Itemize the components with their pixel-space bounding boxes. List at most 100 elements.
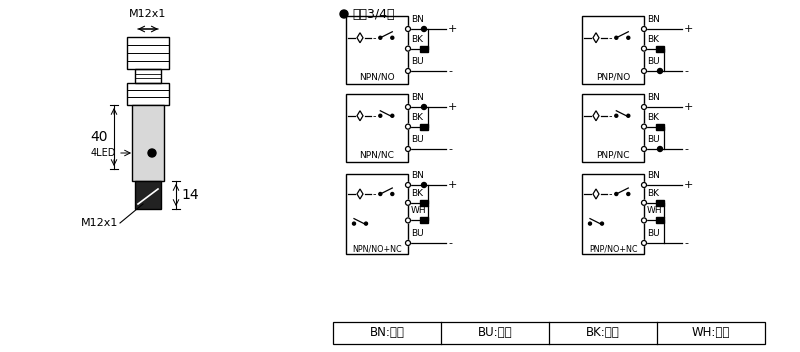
Bar (135, 181, 161, 209)
Bar (135, 69, 161, 83)
Circle shape (379, 114, 382, 117)
Circle shape (642, 69, 646, 74)
Circle shape (406, 218, 410, 223)
Bar (656, 46, 664, 52)
Circle shape (627, 114, 630, 117)
Circle shape (642, 200, 646, 205)
Circle shape (406, 146, 410, 151)
Bar (582, 94, 644, 162)
Text: -: - (609, 111, 613, 121)
Circle shape (642, 124, 646, 129)
Circle shape (390, 114, 394, 117)
Circle shape (340, 10, 348, 18)
Circle shape (642, 218, 646, 223)
Circle shape (406, 200, 410, 205)
Circle shape (642, 105, 646, 109)
Bar (333, 322, 765, 344)
Text: BK: BK (647, 113, 659, 122)
Circle shape (658, 69, 662, 74)
Circle shape (614, 193, 618, 195)
Text: NPN/NO+NC: NPN/NO+NC (352, 245, 402, 253)
Bar (127, 37, 169, 69)
Text: BU: BU (647, 135, 660, 144)
Circle shape (422, 26, 426, 31)
Text: -: - (373, 111, 377, 121)
Text: 14: 14 (181, 188, 198, 202)
Circle shape (406, 46, 410, 51)
Bar (346, 174, 408, 254)
Circle shape (627, 36, 630, 39)
Text: -: - (448, 66, 452, 76)
Text: +: + (448, 102, 458, 112)
Circle shape (406, 69, 410, 74)
Text: BK:黑色: BK:黑色 (586, 327, 620, 339)
Text: 40: 40 (90, 130, 108, 144)
Circle shape (406, 240, 410, 245)
Text: -: - (684, 238, 688, 248)
Circle shape (379, 36, 382, 39)
Circle shape (614, 36, 618, 39)
Text: BN:棕色: BN:棕色 (370, 327, 405, 339)
Circle shape (627, 193, 630, 195)
Text: BK: BK (411, 34, 423, 44)
Bar (656, 124, 664, 130)
Text: +: + (448, 24, 458, 34)
Bar (420, 218, 428, 224)
Text: BK: BK (647, 189, 659, 198)
Circle shape (406, 124, 410, 129)
Circle shape (422, 105, 426, 109)
Text: BU: BU (411, 57, 424, 66)
Text: +: + (684, 180, 694, 190)
Circle shape (379, 193, 382, 195)
Circle shape (642, 240, 646, 245)
Text: -: - (609, 33, 613, 43)
Text: BN: BN (411, 15, 424, 24)
Bar (346, 16, 408, 84)
Text: BN: BN (411, 171, 424, 180)
Text: NPN/NO: NPN/NO (359, 73, 395, 82)
Bar (420, 200, 428, 206)
Text: 4LED: 4LED (90, 148, 116, 158)
Text: PNP/NO+NC: PNP/NO+NC (589, 245, 638, 253)
Text: WH: WH (411, 206, 426, 215)
Circle shape (353, 222, 355, 225)
Circle shape (406, 105, 410, 109)
Circle shape (601, 222, 603, 225)
Text: BU: BU (411, 135, 424, 144)
Text: M12x1: M12x1 (81, 218, 118, 228)
Bar (656, 200, 664, 206)
Bar (132, 105, 164, 181)
Text: WH:白色: WH:白色 (692, 327, 730, 339)
Circle shape (614, 114, 618, 117)
Circle shape (390, 36, 394, 39)
Bar (346, 94, 408, 162)
Bar (420, 46, 428, 52)
Circle shape (658, 218, 662, 223)
Circle shape (642, 26, 646, 31)
Circle shape (658, 146, 662, 151)
Bar (420, 124, 428, 130)
Bar (127, 83, 169, 105)
Text: BN: BN (411, 93, 424, 102)
Circle shape (642, 182, 646, 188)
Text: +: + (448, 180, 458, 190)
Circle shape (406, 182, 410, 188)
Text: BN: BN (647, 93, 660, 102)
Circle shape (390, 193, 394, 195)
Text: -: - (609, 189, 613, 199)
Text: BU: BU (647, 57, 660, 66)
Circle shape (406, 26, 410, 31)
Text: -: - (448, 238, 452, 248)
Bar (582, 16, 644, 84)
Text: PNP/NC: PNP/NC (596, 151, 630, 159)
Text: BK: BK (647, 34, 659, 44)
Circle shape (642, 146, 646, 151)
Circle shape (589, 222, 591, 225)
Text: BK: BK (411, 113, 423, 122)
Bar (656, 218, 664, 224)
Text: -: - (684, 144, 688, 154)
Text: -: - (448, 144, 452, 154)
Text: BU: BU (411, 229, 424, 238)
Text: -: - (684, 66, 688, 76)
Text: BU: BU (647, 229, 660, 238)
